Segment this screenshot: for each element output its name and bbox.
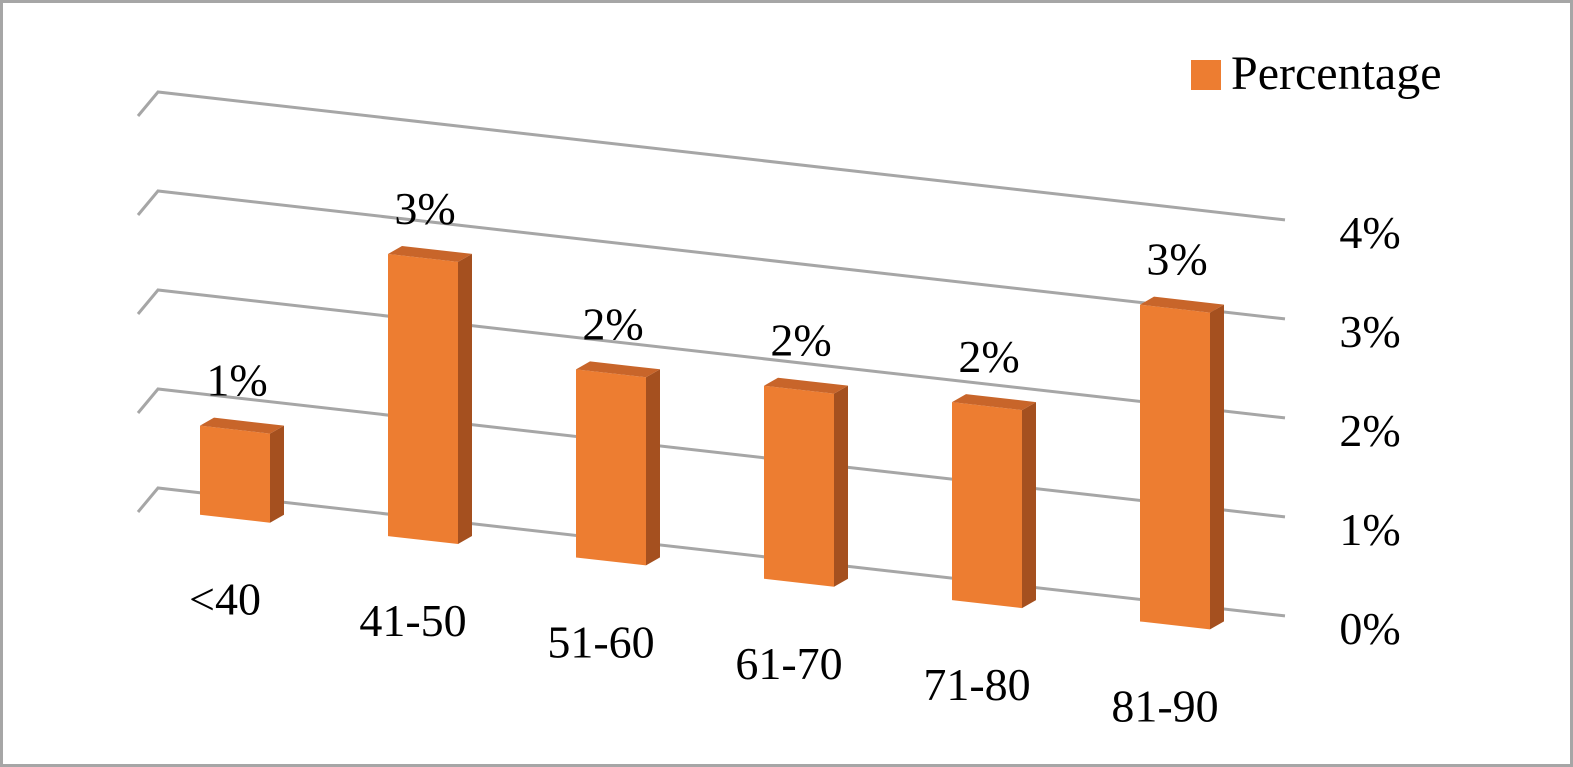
bar-71-80 bbox=[952, 394, 1036, 609]
gridline bbox=[136, 90, 1286, 222]
y-tick-label: 3% bbox=[1339, 306, 1400, 357]
bar-chart-3d: 0% 1% 2% 3% 4% 1% <40 3% 41-50 2% 51-60 2% 61-70 2% 71… bbox=[136, 47, 1442, 731]
gridline bbox=[136, 486, 1286, 618]
bar-front-face bbox=[576, 369, 646, 566]
bar-51-60 bbox=[576, 361, 660, 566]
x-tick-label: 41-50 bbox=[359, 595, 466, 646]
legend-swatch bbox=[1191, 60, 1221, 90]
x-tick-label: 81-90 bbox=[1111, 680, 1218, 731]
bar-top-face bbox=[952, 394, 1036, 411]
x-tick-label: 71-80 bbox=[923, 659, 1030, 710]
bar-top-face bbox=[388, 245, 472, 262]
x-tick-label: 61-70 bbox=[735, 638, 842, 689]
gridline bbox=[136, 288, 1286, 420]
bar-front-face bbox=[1140, 304, 1210, 630]
bar-side-face bbox=[1210, 304, 1224, 630]
bar-top-face bbox=[1140, 296, 1224, 313]
bar-front-face bbox=[388, 253, 458, 545]
x-tick-label: <40 bbox=[189, 574, 261, 625]
bar-top-face bbox=[764, 377, 848, 394]
gridline bbox=[136, 189, 1286, 321]
bar-side-face bbox=[270, 425, 284, 523]
data-label: 3% bbox=[1146, 234, 1207, 285]
data-label: 3% bbox=[394, 183, 455, 234]
bar-side-face bbox=[458, 253, 472, 545]
data-label: 2% bbox=[582, 298, 643, 349]
bar-side-face bbox=[1022, 402, 1036, 609]
bar-top-face bbox=[200, 417, 284, 434]
bar-<40 bbox=[200, 417, 284, 523]
bar-41-50 bbox=[388, 245, 472, 545]
bar-top-face bbox=[576, 361, 660, 378]
legend-label-percentage: Percentage bbox=[1231, 47, 1442, 100]
bar-front-face bbox=[200, 425, 270, 523]
bar-side-face bbox=[834, 385, 848, 587]
bar-front-face bbox=[952, 402, 1022, 609]
bar-61-70 bbox=[764, 377, 848, 587]
bar-81-90 bbox=[1140, 296, 1224, 630]
data-label: 1% bbox=[206, 355, 267, 406]
y-tick-label: 0% bbox=[1339, 603, 1400, 654]
y-tick-label: 2% bbox=[1339, 405, 1400, 456]
legend: Percentage bbox=[1191, 47, 1442, 100]
gridline bbox=[136, 387, 1286, 519]
data-label: 2% bbox=[958, 331, 1019, 382]
bar-front-face bbox=[764, 385, 834, 587]
y-tick-label: 1% bbox=[1339, 504, 1400, 555]
x-tick-label: 51-60 bbox=[547, 616, 654, 667]
bar-side-face bbox=[646, 369, 660, 566]
y-tick-label: 4% bbox=[1339, 207, 1400, 258]
data-label: 2% bbox=[770, 315, 831, 366]
